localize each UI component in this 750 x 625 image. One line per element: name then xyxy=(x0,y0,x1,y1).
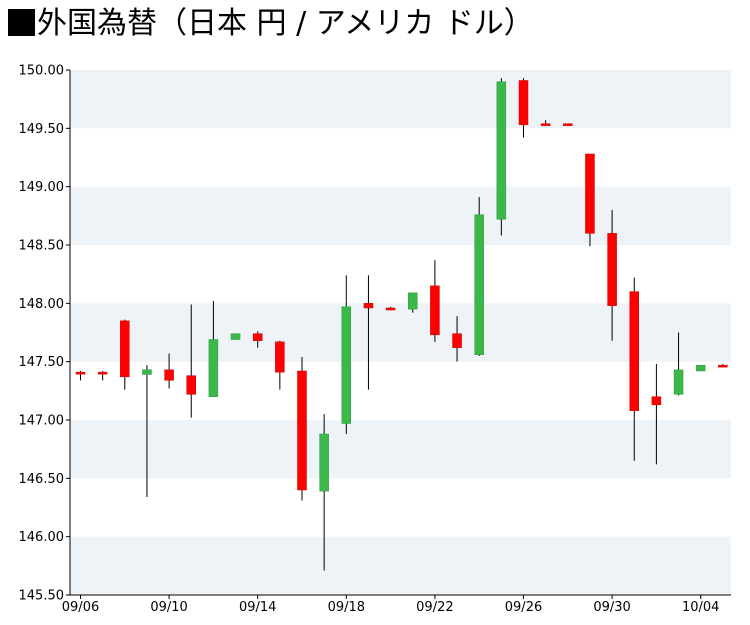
candle-body xyxy=(208,339,219,397)
candle-10-05 xyxy=(718,364,728,368)
candle-09-06 xyxy=(75,371,86,381)
x-tick-label: 09/22 xyxy=(416,600,453,615)
grid-bands xyxy=(70,70,731,595)
y-tick-label: 146.50 xyxy=(19,472,65,487)
y-tick-label: 148.50 xyxy=(19,239,65,254)
candle-body xyxy=(97,371,108,375)
candle-body xyxy=(563,123,573,126)
candle-body xyxy=(164,369,174,381)
x-tick-label: 10/04 xyxy=(682,600,719,615)
candle-body xyxy=(585,153,595,234)
candle-body xyxy=(452,333,462,348)
candle-09-29 xyxy=(585,153,595,247)
candle-body xyxy=(430,285,440,336)
candle-09-18 xyxy=(341,275,352,434)
grid-band xyxy=(70,186,731,245)
candle-09-23 xyxy=(452,316,462,362)
candle-10-04 xyxy=(695,364,706,372)
x-tick-label: 09/30 xyxy=(593,600,630,615)
x-tick-label: 09/14 xyxy=(239,600,276,615)
axes: 145.50 146.00 146.50 147.00 147.50 148.00 148.… xyxy=(19,64,731,615)
candle-body xyxy=(718,364,728,368)
candle-09-28 xyxy=(563,123,573,126)
candle-09-12 xyxy=(208,301,219,397)
candle-09-17 xyxy=(319,414,329,571)
candle-body xyxy=(120,320,130,378)
candle-10-03 xyxy=(673,332,684,396)
candle-09-26 xyxy=(518,78,529,138)
candle-10-02 xyxy=(651,364,662,465)
candle-body xyxy=(496,81,507,220)
candle-body xyxy=(518,80,529,126)
candle-09-11 xyxy=(186,304,196,418)
y-tick-label: 148.00 xyxy=(19,297,65,312)
candle-body xyxy=(651,396,662,406)
candle-09-22 xyxy=(430,260,440,342)
candle-09-09 xyxy=(142,365,152,497)
grid-band xyxy=(70,303,731,362)
y-tick-label: 149.00 xyxy=(19,180,65,195)
candle-body xyxy=(230,333,241,340)
candle-body xyxy=(75,371,86,375)
candles xyxy=(75,78,728,571)
candle-09-30 xyxy=(607,210,617,341)
chart-title: 外国為替（日本 円 / アメリカ ドル） xyxy=(8,4,534,44)
y-tick-label: 149.50 xyxy=(19,122,65,137)
candle-body xyxy=(474,214,484,355)
x-tick-label: 09/10 xyxy=(150,600,187,615)
candle-09-07 xyxy=(97,371,108,381)
candle-10-01 xyxy=(629,277,639,461)
candle-09-13 xyxy=(230,333,241,340)
chart-title-text: 外国為替（日本 円 / アメリカ ドル） xyxy=(37,6,534,41)
candle-body xyxy=(673,369,684,395)
candle-09-20 xyxy=(385,306,396,311)
candle-09-15 xyxy=(275,340,285,390)
x-tick-label: 09/26 xyxy=(505,600,542,615)
candle-body xyxy=(275,341,285,373)
candle-body xyxy=(408,292,418,310)
candle-09-21 xyxy=(408,292,418,313)
y-tick-label: 146.00 xyxy=(19,530,65,545)
candle-09-25 xyxy=(496,78,507,236)
title-square-icon xyxy=(8,9,35,36)
candle-body xyxy=(297,370,307,491)
y-tick-label: 145.50 xyxy=(19,589,65,604)
candle-09-08 xyxy=(120,319,130,390)
candle-body xyxy=(319,433,329,492)
x-tick-label: 09/18 xyxy=(328,600,365,615)
candle-body xyxy=(540,123,551,126)
candle-09-19 xyxy=(363,275,374,390)
grid-band xyxy=(70,536,731,595)
candle-body xyxy=(385,307,396,311)
candle-body xyxy=(695,364,706,372)
grid-band xyxy=(70,420,731,479)
y-tick-label: 147.00 xyxy=(19,414,65,429)
x-tick-label: 09/06 xyxy=(62,600,99,615)
candle-09-10 xyxy=(164,353,174,389)
candle-09-16 xyxy=(297,357,307,501)
y-tick-label: 147.50 xyxy=(19,355,65,370)
candle-09-24 xyxy=(474,197,484,356)
candle-body xyxy=(607,233,617,306)
candle-body xyxy=(629,291,639,411)
candle-09-27 xyxy=(540,120,551,126)
candle-body xyxy=(341,306,352,424)
candle-09-14 xyxy=(252,331,263,348)
candle-body xyxy=(186,375,196,395)
candle-body xyxy=(252,333,263,341)
candle-body xyxy=(142,369,152,375)
candle-body xyxy=(363,303,374,309)
grid-band xyxy=(70,70,731,129)
y-tick-label: 150.00 xyxy=(19,64,65,79)
